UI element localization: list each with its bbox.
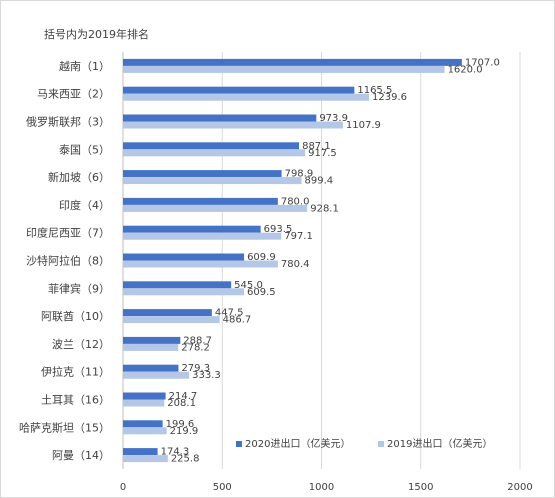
- data-label: 447.5: [215, 308, 244, 319]
- data-label: 1165.5: [357, 85, 392, 96]
- data-label: 278.2: [181, 342, 210, 353]
- x-tick-label: 2000: [507, 482, 532, 493]
- bar-2020: [123, 225, 261, 233]
- category-label: 菲律宾（9）: [48, 281, 110, 295]
- data-label: 1239.6: [372, 92, 407, 103]
- bar-2019: [123, 260, 278, 268]
- data-label: 1620.0: [448, 64, 483, 75]
- x-tick-label: 500: [213, 482, 232, 493]
- bar-2019: [123, 121, 343, 129]
- category-label: 阿联酋（10）: [41, 309, 110, 323]
- data-label: 219.9: [170, 426, 199, 437]
- bar-2020: [123, 253, 245, 261]
- bar-2020: [123, 58, 462, 66]
- category-label: 哈萨克斯坦（15）: [19, 420, 110, 434]
- bar-2020: [123, 336, 181, 344]
- data-label: 899.4: [305, 176, 334, 187]
- x-tick-label: 1500: [408, 482, 433, 493]
- data-label: 798.9: [285, 169, 314, 180]
- bar-2020: [123, 309, 212, 317]
- data-label: 199.6: [166, 419, 195, 430]
- data-label: 1707.0: [465, 57, 500, 68]
- category-label: 泰国（5）: [59, 142, 110, 156]
- data-label: 693.5: [264, 224, 293, 235]
- category-label: 俄罗斯联邦（3）: [26, 116, 110, 129]
- data-label: 225.8: [171, 454, 200, 465]
- data-label: 545.0: [234, 280, 263, 291]
- bar-2019: [123, 316, 220, 324]
- data-label: 609.9: [247, 252, 276, 263]
- data-label: 797.1: [284, 231, 313, 242]
- bar-2019: [123, 149, 306, 157]
- legend-swatch-2019: [378, 441, 384, 447]
- chart-note: 括号内为2019年排名: [44, 28, 149, 41]
- bar-2020: [123, 197, 278, 205]
- data-label: 333.3: [192, 370, 221, 381]
- data-label: 174.3: [161, 447, 190, 458]
- bar-2019: [123, 65, 445, 73]
- category-label: 马来西亚（2）: [37, 88, 110, 101]
- category-label: 越南（1）: [59, 59, 110, 73]
- data-label: 973.9: [319, 113, 348, 124]
- category-label: 土耳其（16）: [41, 394, 110, 407]
- bar-2020: [123, 114, 317, 122]
- data-label: 780.4: [281, 259, 310, 270]
- category-label: 波兰（12）: [52, 338, 110, 351]
- bar-2020: [123, 281, 232, 289]
- data-label: 917.5: [308, 148, 337, 159]
- bar-2020: [123, 420, 163, 428]
- data-label: 928.1: [310, 203, 339, 214]
- category-label: 伊拉克（11）: [41, 365, 110, 379]
- category-label: 新加坡（6）: [48, 170, 110, 184]
- bar-2019: [123, 371, 190, 379]
- data-label: 1107.9: [346, 120, 381, 131]
- data-label: 288.7: [183, 335, 212, 346]
- bar-2019: [123, 455, 168, 463]
- data-label: 214.7: [169, 391, 198, 402]
- bar-2019: [123, 427, 167, 435]
- data-label: 780.0: [281, 196, 310, 207]
- bar-2019: [123, 343, 179, 351]
- bar-2019: [123, 288, 244, 296]
- category-label: 阿曼（14）: [52, 449, 110, 462]
- bar-2020: [123, 392, 166, 400]
- bar-2020: [123, 86, 355, 94]
- data-label: 887.1: [302, 141, 331, 152]
- bar-2020: [123, 364, 179, 372]
- legend-label-2020: 2020进出口（亿美元）: [245, 437, 350, 450]
- category-label: 印度尼西亚（7）: [26, 226, 110, 240]
- legend-swatch-2020: [236, 441, 242, 447]
- legend-label-2019: 2019进出口（亿美元）: [387, 437, 492, 450]
- bar-2020: [123, 142, 300, 150]
- data-label: 208.1: [167, 398, 196, 409]
- category-label: 沙特阿拉伯（8）: [26, 254, 110, 268]
- bar-2019: [123, 399, 165, 407]
- x-tick-label: 0: [120, 482, 126, 493]
- bar-2019: [123, 93, 370, 101]
- bar-2019: [123, 204, 308, 212]
- bar-2019: [123, 177, 302, 185]
- x-tick-label: 1000: [309, 482, 334, 493]
- data-label: 279.3: [181, 363, 210, 374]
- bar-2019: [123, 232, 282, 240]
- data-label: 609.5: [247, 287, 276, 298]
- bar-2020: [123, 448, 158, 456]
- category-label: 印度（4）: [59, 198, 110, 212]
- data-label: 486.7: [223, 315, 252, 326]
- bar-2020: [123, 170, 282, 178]
